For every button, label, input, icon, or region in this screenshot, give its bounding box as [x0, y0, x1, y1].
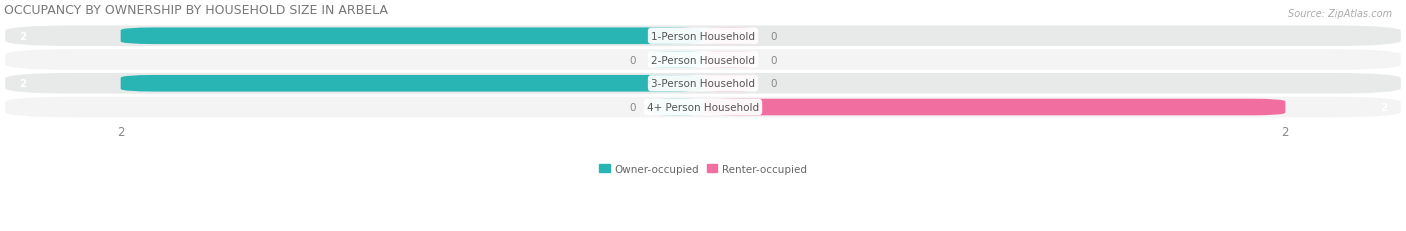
- Text: 4+ Person Household: 4+ Person Household: [647, 103, 759, 112]
- FancyBboxPatch shape: [703, 28, 755, 45]
- Text: 0: 0: [630, 103, 636, 112]
- FancyBboxPatch shape: [703, 76, 755, 92]
- Text: 2-Person Household: 2-Person Household: [651, 55, 755, 65]
- Text: 3-Person Household: 3-Person Household: [651, 79, 755, 89]
- FancyBboxPatch shape: [703, 52, 755, 69]
- Text: 2: 2: [18, 79, 25, 89]
- Text: 0: 0: [770, 32, 776, 42]
- Text: Source: ZipAtlas.com: Source: ZipAtlas.com: [1288, 9, 1392, 19]
- Legend: Owner-occupied, Renter-occupied: Owner-occupied, Renter-occupied: [595, 160, 811, 178]
- Text: OCCUPANCY BY OWNERSHIP BY HOUSEHOLD SIZE IN ARBELA: OCCUPANCY BY OWNERSHIP BY HOUSEHOLD SIZE…: [4, 4, 388, 17]
- Text: 2: 2: [18, 32, 25, 42]
- Text: 2: 2: [1381, 103, 1388, 112]
- FancyBboxPatch shape: [4, 25, 1402, 48]
- FancyBboxPatch shape: [4, 73, 1402, 95]
- FancyBboxPatch shape: [121, 76, 703, 92]
- FancyBboxPatch shape: [651, 52, 703, 69]
- FancyBboxPatch shape: [651, 99, 703, 116]
- FancyBboxPatch shape: [703, 99, 1285, 116]
- Text: 1-Person Household: 1-Person Household: [651, 32, 755, 42]
- FancyBboxPatch shape: [4, 96, 1402, 119]
- FancyBboxPatch shape: [121, 28, 703, 45]
- Text: 0: 0: [770, 55, 776, 65]
- Text: 0: 0: [630, 55, 636, 65]
- Text: 0: 0: [770, 79, 776, 89]
- FancyBboxPatch shape: [4, 49, 1402, 72]
